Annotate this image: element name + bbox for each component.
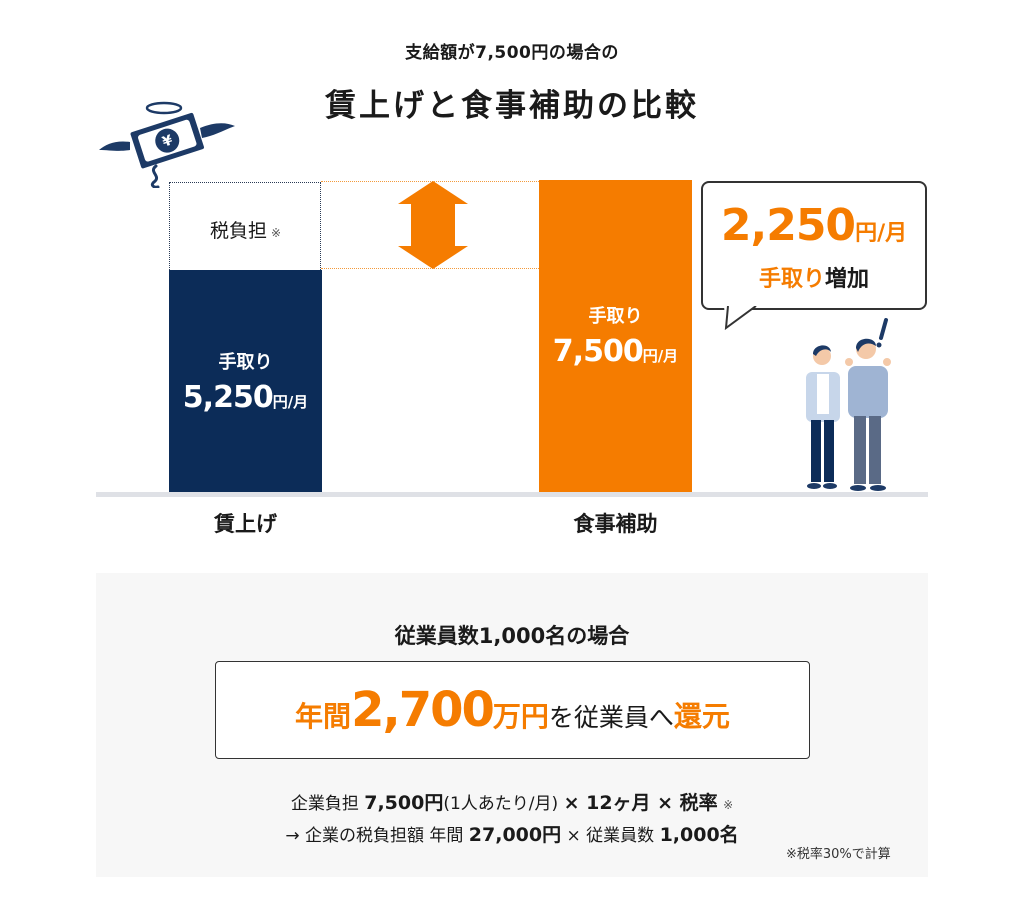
tax-burden-label: 税負担 ※ [210,216,281,243]
annual-return-text: 年間2,700万円を従業員へ還元 [295,682,730,738]
tax-note-mark: ※ [271,226,282,240]
tax-burden-segment [169,182,321,270]
bar-wage-increase: 手取り 5,250円/月 [169,270,322,492]
takehome-label: 手取り [588,306,643,327]
chart-subtitle: 支給額が7,500円の場合の [405,43,619,63]
formula-line-1: 企業負担 7,500円(1人あたり/月) × 12ヶ月 × 税率 ※ [290,792,734,814]
guide-line-bottom [321,268,539,269]
bubble-tail [724,306,757,330]
annual-return-box: 年間2,700万円を従業員へ還元 [215,661,810,759]
takehome-value: 5,250円/月 [182,380,309,415]
category-label-meal: 食事補助 [573,512,658,536]
bar-meal-subsidy: 手取り 7,500円/月 [539,180,692,492]
flying-yen-bill-icon: ¥ [99,101,235,188]
takehome-value: 7,500円/月 [552,334,679,369]
takehome-label: 手取り [218,352,273,373]
tax-burden-text: 税負担 [210,220,268,242]
double-arrow-icon [398,181,468,269]
bar-wage-text: 手取り 5,250円/月 [169,348,322,415]
surprised-people-illustration [806,318,891,491]
formula-line-2: → 企業の税負担額 年間 27,000円 × 従業員数 1,000名 [285,824,739,846]
increase-label: 手取り増加 [758,267,870,292]
summary-title: 従業員数1,000名の場合 [394,624,630,648]
category-label-wage: 賃上げ [214,512,277,536]
guide-line-top [321,181,539,182]
chart-title: 賃上げと食事補助の比較 [325,88,699,124]
tax-rate-footnote: ※税率30%で計算 [786,847,891,862]
chart-baseline [96,492,928,497]
increase-speech-bubble: 2,250円/月 手取り増加 [701,181,927,310]
increase-value: 2,250円/月 [720,200,908,251]
bar-meal-text: 手取り 7,500円/月 [539,302,692,369]
